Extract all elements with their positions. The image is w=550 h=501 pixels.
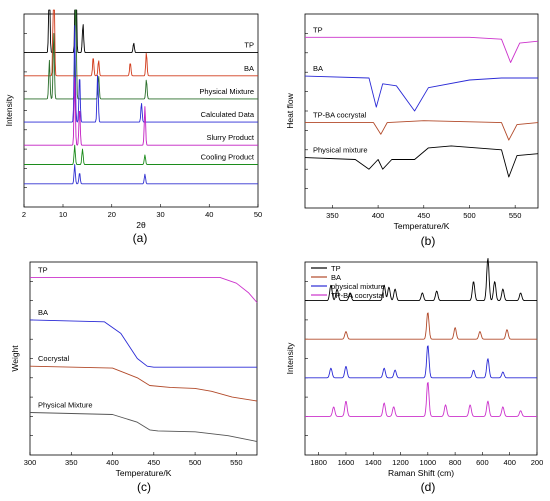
x-tick-label: 40 bbox=[205, 210, 213, 219]
x-tick-label: 300 bbox=[24, 458, 37, 467]
x-tick-label: 450 bbox=[148, 458, 161, 467]
x-tick-label: 50 bbox=[254, 210, 262, 219]
y-axis-label: Weight bbox=[10, 345, 20, 372]
legend-entry: BA bbox=[331, 273, 341, 282]
series-line bbox=[305, 345, 537, 379]
series-line bbox=[24, 164, 258, 185]
series-label: Physical mixture bbox=[313, 146, 368, 155]
y-axis-label: Intensity bbox=[4, 94, 14, 126]
panel-label-a: (a) bbox=[133, 231, 148, 245]
series-line bbox=[29, 412, 258, 442]
x-tick-label: 1400 bbox=[365, 458, 382, 467]
series-line bbox=[24, 25, 258, 123]
x-tick-label: 1800 bbox=[310, 458, 327, 467]
x-axis-label: Temperature/K bbox=[116, 468, 172, 478]
x-axis-label: 2θ bbox=[136, 220, 146, 230]
series-line bbox=[29, 365, 258, 402]
panel-label-c: (c) bbox=[137, 480, 151, 494]
series-label: TP bbox=[244, 41, 254, 50]
legend-entry: physical mixture bbox=[331, 282, 385, 291]
series-line bbox=[305, 312, 537, 340]
legend-entry: TP-BA cocrystal bbox=[331, 291, 385, 300]
series-line bbox=[305, 258, 537, 302]
x-tick-label: 350 bbox=[65, 458, 78, 467]
x-axis-label: Temperature/K bbox=[394, 221, 450, 231]
series-line bbox=[304, 145, 539, 178]
x-tick-label: 400 bbox=[106, 458, 119, 467]
series-label: BA bbox=[244, 64, 254, 73]
panel-label-b: (b) bbox=[421, 234, 436, 248]
series-line bbox=[305, 382, 537, 417]
y-axis-label: Intensity bbox=[285, 342, 295, 374]
x-tick-label: 500 bbox=[463, 211, 476, 220]
series-line bbox=[24, 9, 258, 77]
x-tick-label: 30 bbox=[156, 210, 164, 219]
y-axis-label: Heat flow bbox=[285, 92, 295, 128]
series-line bbox=[30, 276, 258, 303]
x-tick-label: 800 bbox=[449, 458, 462, 467]
series-line bbox=[24, 9, 258, 100]
x-tick-label: 1200 bbox=[392, 458, 409, 467]
x-tick-label: 350 bbox=[326, 211, 339, 220]
panel-d-raman-chart: 1800 1600 1400 1200 1000 800 600 400 200 Raman Sh… bbox=[285, 258, 544, 478]
x-tick-label: 10 bbox=[59, 210, 67, 219]
series-line bbox=[304, 75, 538, 112]
series-label: Calculated Data bbox=[201, 110, 255, 119]
series-label: Physical Mixture bbox=[38, 401, 93, 410]
x-tick-label: 550 bbox=[509, 211, 522, 220]
series-label: Cocrystal bbox=[38, 354, 70, 363]
series-label: Cooling Product bbox=[201, 153, 255, 162]
series-line bbox=[24, 9, 258, 54]
series-label: TP-BA cocrystal bbox=[313, 111, 367, 120]
x-tick-label: 400 bbox=[503, 458, 516, 467]
legend-entry: TP bbox=[331, 264, 341, 273]
series-label: TP bbox=[38, 265, 48, 274]
x-tick-label: 1000 bbox=[419, 458, 436, 467]
x-tick-label: 550 bbox=[230, 458, 243, 467]
series-line bbox=[24, 77, 258, 146]
x-tick-label: 500 bbox=[189, 458, 202, 467]
x-tick-label: 2 bbox=[22, 210, 26, 219]
x-tick-label: 20 bbox=[108, 210, 116, 219]
series-label: TP bbox=[313, 25, 323, 34]
series-label: BA bbox=[38, 308, 48, 317]
x-axis-label: Raman Shift (cm) bbox=[388, 468, 454, 478]
panel-b-dsc-chart: 350 400 450 500 550 Temperature/K Heat flow TP B… bbox=[285, 13, 539, 231]
panel-label-d: (d) bbox=[421, 480, 436, 494]
panel-c-tga-chart: 300 350 400 450 500 550 Temperature/K Weight TP B… bbox=[10, 261, 258, 478]
x-tick-label: 1600 bbox=[338, 458, 355, 467]
series-line bbox=[29, 319, 257, 368]
x-tick-label: 450 bbox=[418, 211, 431, 220]
series-line bbox=[24, 144, 258, 165]
panel-a-xrd-chart: 2 10 20 30 40 50 2θ Intensity TP BA Physical Mixtu… bbox=[4, 9, 262, 230]
x-tick-label: 600 bbox=[476, 458, 489, 467]
x-tick-label: 200 bbox=[531, 458, 544, 467]
series-line bbox=[305, 36, 539, 63]
x-tick-label: 400 bbox=[372, 211, 385, 220]
series-line bbox=[305, 120, 539, 141]
series-label: Physical Mixture bbox=[199, 87, 254, 96]
series-label: Slurry Product bbox=[206, 133, 254, 142]
series-label: BA bbox=[313, 64, 323, 73]
